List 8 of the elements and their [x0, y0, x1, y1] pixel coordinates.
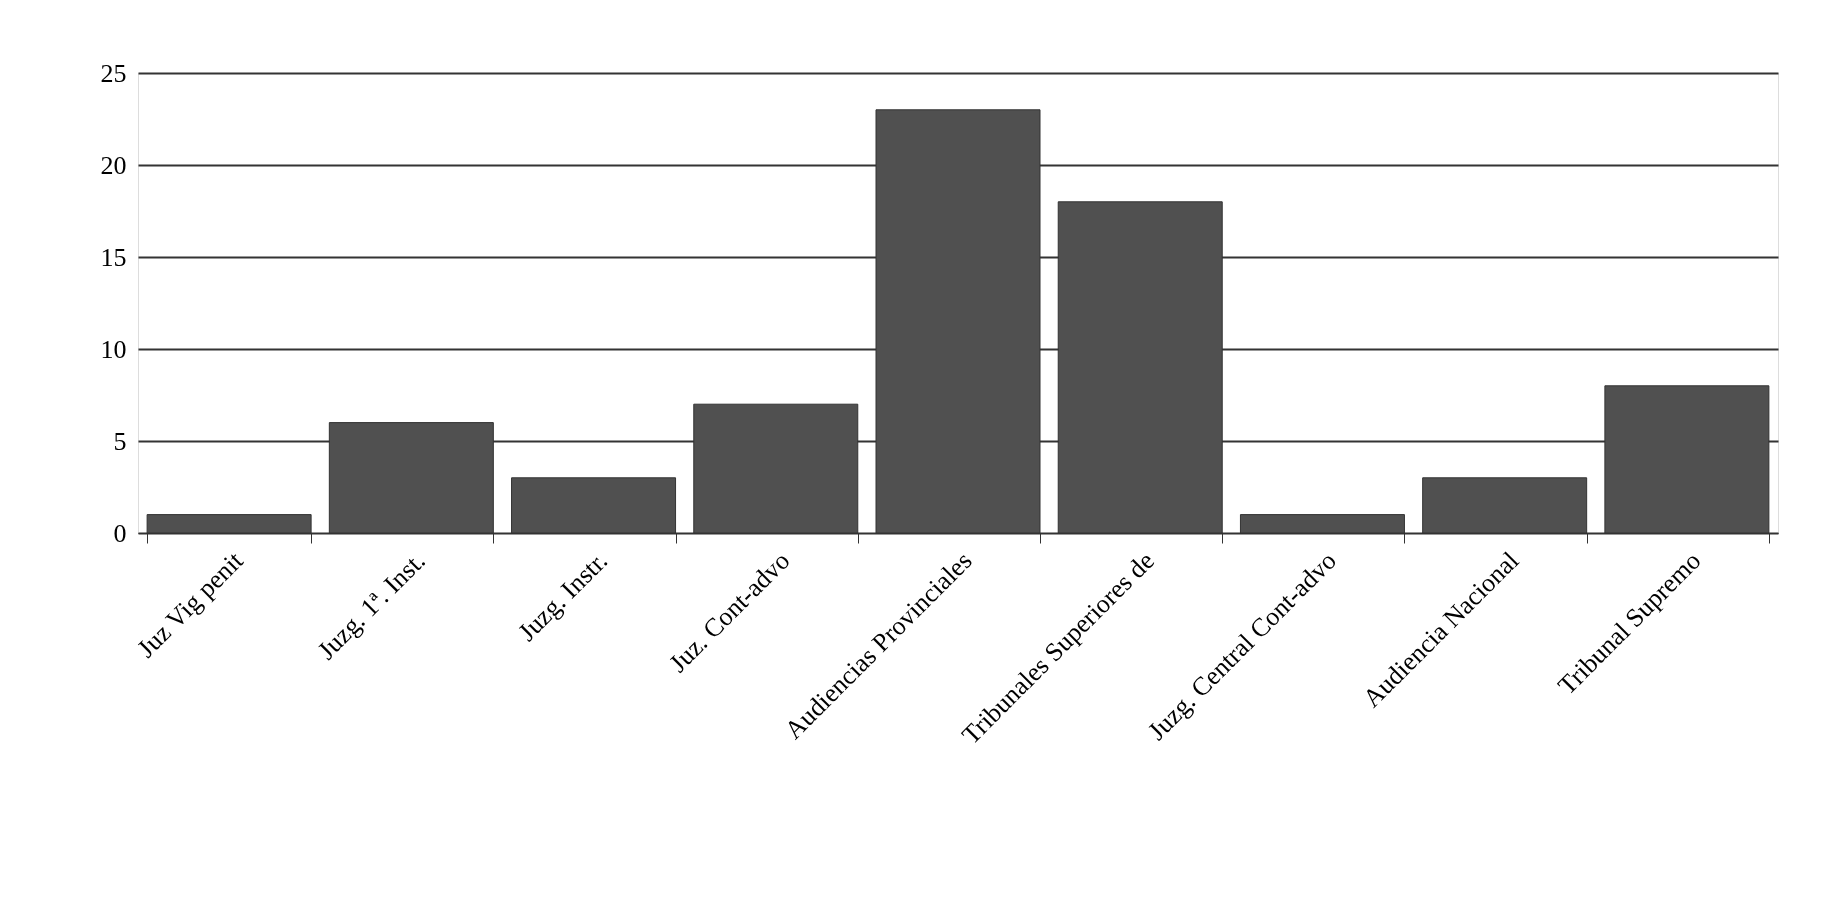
y-tick-label: 15 [100, 242, 127, 272]
y-tick-label: 10 [100, 334, 127, 364]
y-tick-label: 5 [113, 426, 127, 456]
y-tick-label: 25 [100, 58, 127, 88]
x-tick-label: Juzg. Instr. [512, 546, 614, 647]
y-tick-label: 0 [113, 518, 127, 548]
x-tick-label: Juzg. 1ª. Inst. [311, 546, 431, 666]
y-tick-label: 20 [100, 150, 127, 180]
